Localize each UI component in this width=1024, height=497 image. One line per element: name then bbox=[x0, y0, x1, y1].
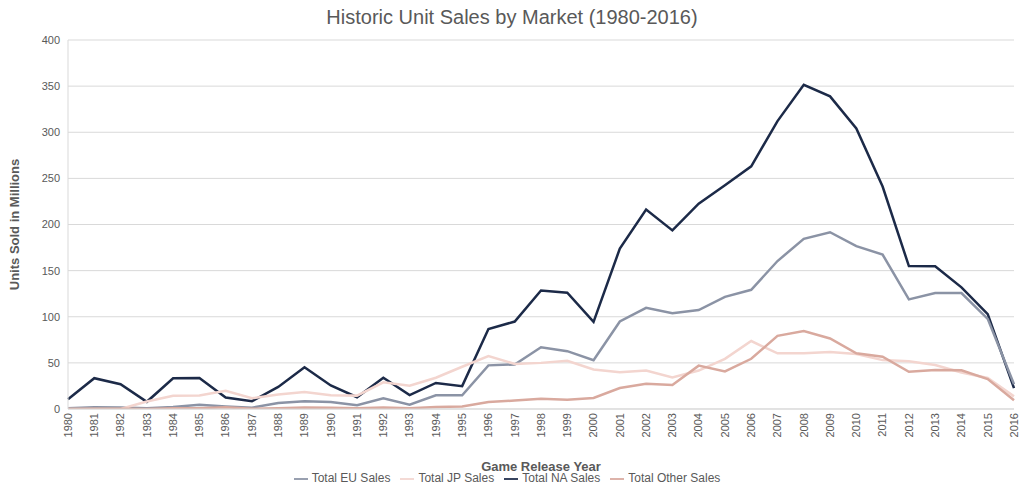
svg-text:1983: 1983 bbox=[141, 413, 153, 437]
svg-text:1981: 1981 bbox=[88, 413, 100, 437]
svg-text:2010: 2010 bbox=[850, 413, 862, 437]
svg-text:1989: 1989 bbox=[298, 413, 310, 437]
svg-text:1995: 1995 bbox=[456, 413, 468, 437]
html-text:Total JP Sales: Total JP Sales bbox=[418, 471, 495, 485]
svg-text:1985: 1985 bbox=[193, 413, 205, 437]
svg-text:1988: 1988 bbox=[272, 413, 284, 437]
svg-text:1984: 1984 bbox=[167, 413, 179, 437]
svg-text:1980: 1980 bbox=[62, 413, 74, 437]
svg-text:1997: 1997 bbox=[509, 413, 521, 437]
svg-text:2014: 2014 bbox=[955, 413, 967, 437]
svg-text:2002: 2002 bbox=[640, 413, 652, 437]
svg-text:1996: 1996 bbox=[482, 413, 494, 437]
svg-text:2016: 2016 bbox=[1008, 413, 1016, 437]
svg-text:1982: 1982 bbox=[114, 413, 126, 437]
svg-text:150: 150 bbox=[42, 265, 60, 277]
svg-text:2013: 2013 bbox=[929, 413, 941, 437]
svg-text:2008: 2008 bbox=[798, 413, 810, 437]
svg-text:400: 400 bbox=[42, 34, 60, 46]
svg-text:Units Sold in Millions: Units Sold in Millions bbox=[8, 159, 22, 290]
svg-text:2004: 2004 bbox=[692, 413, 704, 437]
svg-text:2015: 2015 bbox=[982, 413, 994, 437]
svg-text:200: 200 bbox=[42, 218, 60, 230]
svg-text:2012: 2012 bbox=[903, 413, 915, 437]
svg-text:2001: 2001 bbox=[614, 413, 626, 437]
svg-text:2007: 2007 bbox=[771, 413, 783, 437]
html-text:Historic Unit Sales by Market: Historic Unit Sales by Market (1980-2016… bbox=[326, 6, 698, 28]
svg-text:350: 350 bbox=[42, 80, 60, 92]
html-text:Total Other Sales: Total Other Sales bbox=[628, 471, 721, 485]
svg-text:250: 250 bbox=[42, 172, 60, 184]
svg-text:1991: 1991 bbox=[351, 413, 363, 437]
svg-text:50: 50 bbox=[48, 357, 60, 369]
svg-text:1987: 1987 bbox=[246, 413, 258, 437]
svg-text:1994: 1994 bbox=[430, 413, 442, 437]
svg-text:2006: 2006 bbox=[745, 413, 757, 437]
html-text:Total EU Sales: Total EU Sales bbox=[311, 471, 391, 485]
svg-text:Game Release Year: Game Release Year bbox=[481, 459, 601, 474]
svg-text:2000: 2000 bbox=[587, 413, 599, 437]
svg-text:2003: 2003 bbox=[666, 413, 678, 437]
html-text:Total NA Sales: Total NA Sales bbox=[522, 471, 601, 485]
svg-text:2009: 2009 bbox=[824, 413, 836, 437]
svg-text:300: 300 bbox=[42, 126, 60, 138]
svg-text:1999: 1999 bbox=[561, 413, 573, 437]
svg-text:1990: 1990 bbox=[325, 413, 337, 437]
svg-text:0: 0 bbox=[54, 403, 60, 415]
svg-text:1992: 1992 bbox=[377, 413, 389, 437]
svg-text:2005: 2005 bbox=[719, 413, 731, 437]
svg-text:2011: 2011 bbox=[876, 413, 888, 437]
svg-text:1986: 1986 bbox=[219, 413, 231, 437]
svg-text:100: 100 bbox=[42, 311, 60, 323]
svg-text:1998: 1998 bbox=[535, 413, 547, 437]
svg-text:1993: 1993 bbox=[403, 413, 415, 437]
